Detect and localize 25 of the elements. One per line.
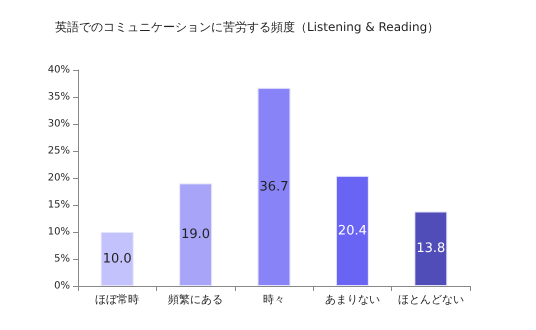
x-tick-label: 時々 <box>263 293 285 306</box>
data-label: 36.7 <box>260 179 288 194</box>
x-tick-label: ほとんどない <box>398 293 464 306</box>
bar <box>336 176 369 286</box>
y-tick-label: 20% <box>48 172 70 184</box>
y-tick-label: 10% <box>48 226 70 238</box>
y-tick-label: 5% <box>54 254 70 264</box>
bar <box>179 183 212 286</box>
y-tick-label: 15% <box>48 200 70 210</box>
bar <box>100 232 134 286</box>
y-tick-label: 35% <box>48 92 70 102</box>
data-label: 13.8 <box>416 241 446 256</box>
x-tick-label: 頻繁にある <box>168 293 224 306</box>
x-tick-label: ほぼ常時 <box>95 293 140 306</box>
bar <box>414 211 448 286</box>
data-label: 20.4 <box>338 223 367 238</box>
y-tick-label: 40% <box>48 64 70 76</box>
bar <box>258 88 290 286</box>
y-tick-label: 30% <box>48 118 70 130</box>
data-label: 10.0 <box>102 252 132 266</box>
data-label: 19.0 <box>181 227 210 242</box>
x-tick-label: あまりない <box>324 293 380 306</box>
chart-title: 英語でのコミュニケーションに苦労する頻度（Listening & Reading） <box>55 20 440 34</box>
y-tick-label: 25% <box>48 146 70 156</box>
y-tick-label: 0% <box>54 280 70 292</box>
